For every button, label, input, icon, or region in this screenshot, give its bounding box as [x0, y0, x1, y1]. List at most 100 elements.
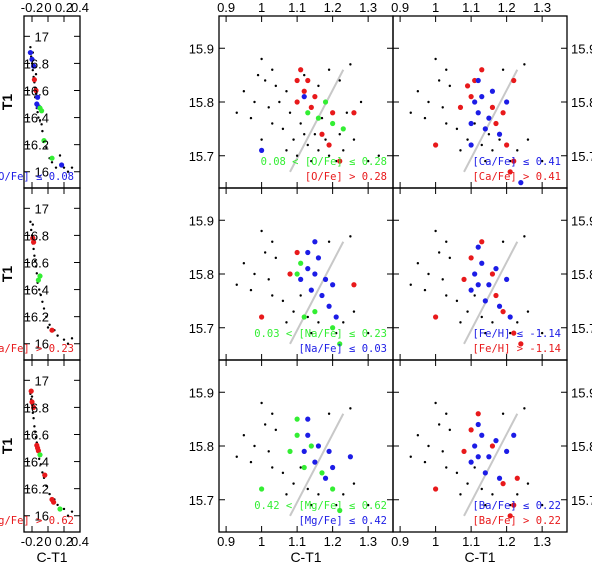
y-tick-label: 16.8 — [24, 56, 49, 71]
data-point-black — [377, 154, 380, 157]
y-tick-label: 16.6 — [24, 427, 49, 442]
data-point-blue — [347, 454, 353, 460]
data-point-black — [256, 73, 260, 77]
data-point-red — [30, 239, 37, 245]
data-point-black — [310, 331, 313, 335]
data-point-black — [342, 321, 345, 324]
data-point-green — [301, 464, 307, 471]
x-tick-label: -0.2 — [21, 0, 43, 15]
data-point-red — [301, 88, 307, 94]
data-point-black — [320, 116, 324, 120]
data-point-red — [294, 249, 300, 256]
data-point-blue — [301, 94, 307, 100]
data-point-black — [62, 338, 66, 341]
y-tick-label: 16.2 — [24, 482, 49, 497]
data-point-black — [41, 300, 44, 303]
data-point-blue — [305, 432, 311, 438]
data-point-red — [326, 142, 332, 148]
data-point-black — [416, 434, 420, 437]
legend-entry: [Ba/Fe] > 0.22 — [472, 515, 561, 527]
data-point-green — [312, 309, 318, 315]
diagonal-line — [289, 241, 345, 345]
data-point-black — [33, 425, 36, 428]
y-tick-label: 16.6 — [24, 255, 49, 270]
data-point-black — [40, 123, 43, 126]
y-tick-label: 16.2 — [24, 138, 49, 153]
data-point-black — [30, 395, 34, 398]
data-point-black — [448, 428, 452, 432]
data-point-black — [42, 307, 46, 310]
data-point-red — [33, 87, 39, 94]
data-point-black — [334, 159, 338, 163]
x-tick-label: 1.2 — [498, 534, 516, 549]
data-point-red — [493, 292, 499, 299]
data-point-black — [38, 457, 41, 461]
data-point-black — [260, 229, 263, 233]
data-point-black — [56, 503, 59, 507]
data-point-black — [303, 133, 306, 136]
data-point-black — [491, 493, 494, 496]
data-point-red — [312, 94, 318, 100]
data-point-black — [41, 129, 44, 133]
data-point-black — [38, 288, 41, 291]
x-tick-label: 1.2 — [324, 534, 342, 549]
x-tick-label: 0.9 — [391, 534, 409, 549]
legend-entry: [Na/Fe] ≤ 0.03 — [298, 343, 387, 355]
data-point-red — [518, 341, 524, 347]
data-point-black — [445, 68, 448, 71]
data-point-black — [260, 57, 263, 61]
data-point-blue — [472, 443, 478, 449]
data-point-black — [310, 503, 313, 507]
data-point-red — [500, 309, 506, 315]
data-point-red — [308, 104, 314, 110]
data-point-black — [66, 514, 70, 517]
y-tick-label: 15.9 — [189, 213, 214, 228]
data-point-red — [468, 94, 474, 100]
data-point-black — [285, 493, 288, 496]
data-point-blue — [475, 110, 481, 116]
diagonal-line — [463, 69, 519, 173]
panel-frame — [23, 187, 81, 361]
legend-entry: [Fe/H] ≤ -1.14 — [472, 328, 561, 340]
data-point-black — [448, 84, 452, 88]
y-tick-label: 15.7 — [189, 493, 214, 508]
y-tick-label: 16.4 — [24, 283, 49, 298]
data-point-green — [41, 137, 47, 144]
x-tick-label: 0.9 — [391, 0, 409, 15]
data-point-blue — [468, 459, 474, 465]
data-point-black — [409, 111, 412, 114]
data-point-black — [434, 57, 437, 61]
data-point-blue — [504, 99, 510, 105]
data-point-black — [278, 100, 281, 104]
data-point-green — [330, 120, 336, 127]
data-point-black — [62, 507, 66, 511]
data-point-black — [338, 79, 341, 82]
data-point-blue — [489, 88, 496, 94]
data-point-green — [322, 99, 329, 105]
data-point-black — [441, 450, 444, 453]
data-point-red — [433, 142, 439, 148]
y-tick-label: 16 — [35, 509, 49, 524]
data-point-red — [461, 448, 467, 454]
data-point-red — [514, 475, 520, 481]
x-axis-title: C-T1 — [464, 549, 495, 563]
data-point-red — [493, 120, 499, 127]
y-tick-label: 15.9 — [571, 385, 592, 400]
panel-right-BaFe: 0.9 1 1.1 1.2 1.3 15.7 15.8 15.9 C-T1 [Ba/Fe] ≤ 0… — [391, 359, 592, 563]
data-point-black — [437, 251, 441, 254]
data-point-black — [34, 259, 37, 263]
data-point-black — [508, 503, 512, 507]
y-tick-label: 17 — [35, 201, 49, 216]
data-point-blue — [475, 454, 481, 460]
data-point-black — [491, 149, 494, 152]
data-point-blue — [496, 475, 503, 481]
legend-entry: [Ca/Fe] > 0.41 — [472, 171, 561, 183]
data-point-black — [32, 417, 35, 420]
data-point-green — [330, 486, 336, 492]
data-point-blue — [330, 282, 336, 288]
data-point-black — [285, 321, 288, 324]
data-point-black — [34, 73, 38, 76]
data-point-black — [423, 288, 427, 292]
data-point-black — [409, 455, 412, 458]
data-point-green — [315, 115, 322, 121]
